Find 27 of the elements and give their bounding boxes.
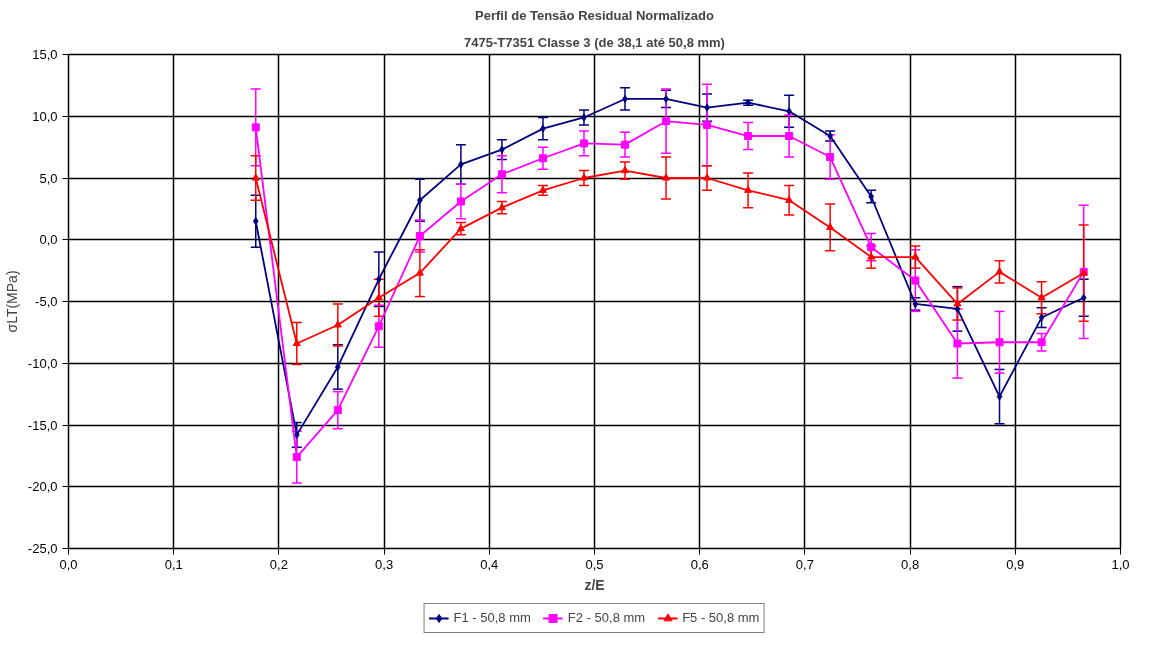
x-tick-label: 0,7	[795, 556, 814, 572]
x-tick-label: 0,4	[480, 556, 499, 572]
y-axis-title: σLT(MPa)	[3, 270, 20, 333]
y-tick-label: -25,0	[27, 541, 58, 556]
y-tick-label: -5,0	[35, 294, 58, 309]
x-tick-label: 0,1	[164, 556, 183, 572]
x-tick-label: 0,8	[901, 556, 920, 572]
x-tick-label: 0,9	[1006, 556, 1025, 572]
x-tick-label: 1,0	[1111, 556, 1130, 572]
x-tick-label: 0,2	[269, 556, 288, 572]
y-tick-label: 15,0	[32, 47, 58, 62]
y-tick-label: 5,0	[39, 170, 58, 186]
x-tick-label: 0,6	[690, 556, 709, 572]
legend-label: F1 - 50,8 mm	[453, 610, 531, 625]
x-axis-title: z/E	[584, 576, 605, 593]
chart-subtitle: 7475-T7351 Classe 3 (de 38,1 até 50,8 mm)	[464, 34, 725, 50]
y-tick-label: -20,0	[27, 479, 58, 495]
y-tick-label: 0,0	[39, 232, 58, 248]
x-tick-label: 0,3	[375, 556, 394, 572]
y-tick-label: -15,0	[27, 417, 58, 433]
x-tick-label: 0,5	[585, 556, 604, 572]
x-tick-label: 0,0	[59, 556, 78, 572]
y-tick-label: 10,0	[32, 108, 58, 124]
chart-title: Perfil de Tensão Residual Normalizado	[475, 7, 714, 23]
legend-label: F5 - 50,8 mm	[682, 610, 760, 625]
legend-label: F2 - 50,8 mm	[567, 610, 646, 625]
y-tick-label: -10,0	[27, 355, 58, 371]
